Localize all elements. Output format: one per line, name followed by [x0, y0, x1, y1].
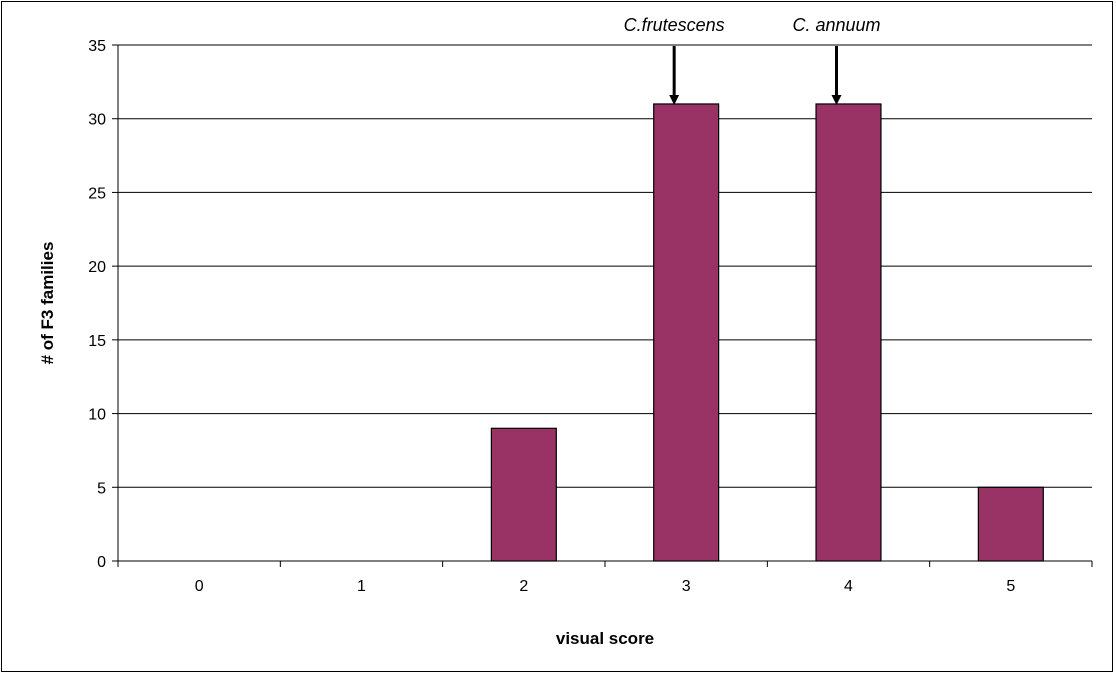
- bar-3: [653, 103, 720, 562]
- y-axis-title: # of F3 families: [38, 242, 57, 365]
- x-tick-label-5: 5: [1006, 578, 1015, 595]
- annotations: C.frutescens C. annuum: [624, 15, 881, 105]
- x-tick-label-0: 0: [195, 578, 204, 595]
- y-tick-label: 5: [97, 480, 106, 497]
- y-tick-label: 35: [88, 38, 106, 55]
- x-tick-label-3: 3: [682, 578, 691, 595]
- x-tick-label-1: 1: [357, 578, 366, 595]
- tick-labels: 0 5 10 15 20 25 30 35 0 1 2 3 4 5: [88, 38, 1015, 595]
- bars: [490, 103, 1044, 562]
- x-axis-title: visual score: [556, 629, 654, 648]
- gridlines: [118, 44, 1092, 488]
- x-tick-label-4: 4: [844, 578, 853, 595]
- y-tick-label: 30: [88, 112, 106, 129]
- y-tick-label: 20: [88, 259, 106, 276]
- bar-5: [977, 486, 1044, 562]
- y-tick-label: 15: [88, 333, 106, 350]
- y-tick-label: 10: [88, 407, 106, 424]
- axes: [112, 44, 1093, 567]
- x-tick-label-2: 2: [519, 578, 528, 595]
- annotation-label: C. annuum: [792, 15, 880, 35]
- y-tick-label: 0: [97, 554, 106, 571]
- annotation-label: C.frutescens: [624, 15, 725, 35]
- bar-4: [815, 103, 882, 562]
- bar-2: [490, 427, 557, 562]
- y-tick-label: 25: [88, 185, 106, 202]
